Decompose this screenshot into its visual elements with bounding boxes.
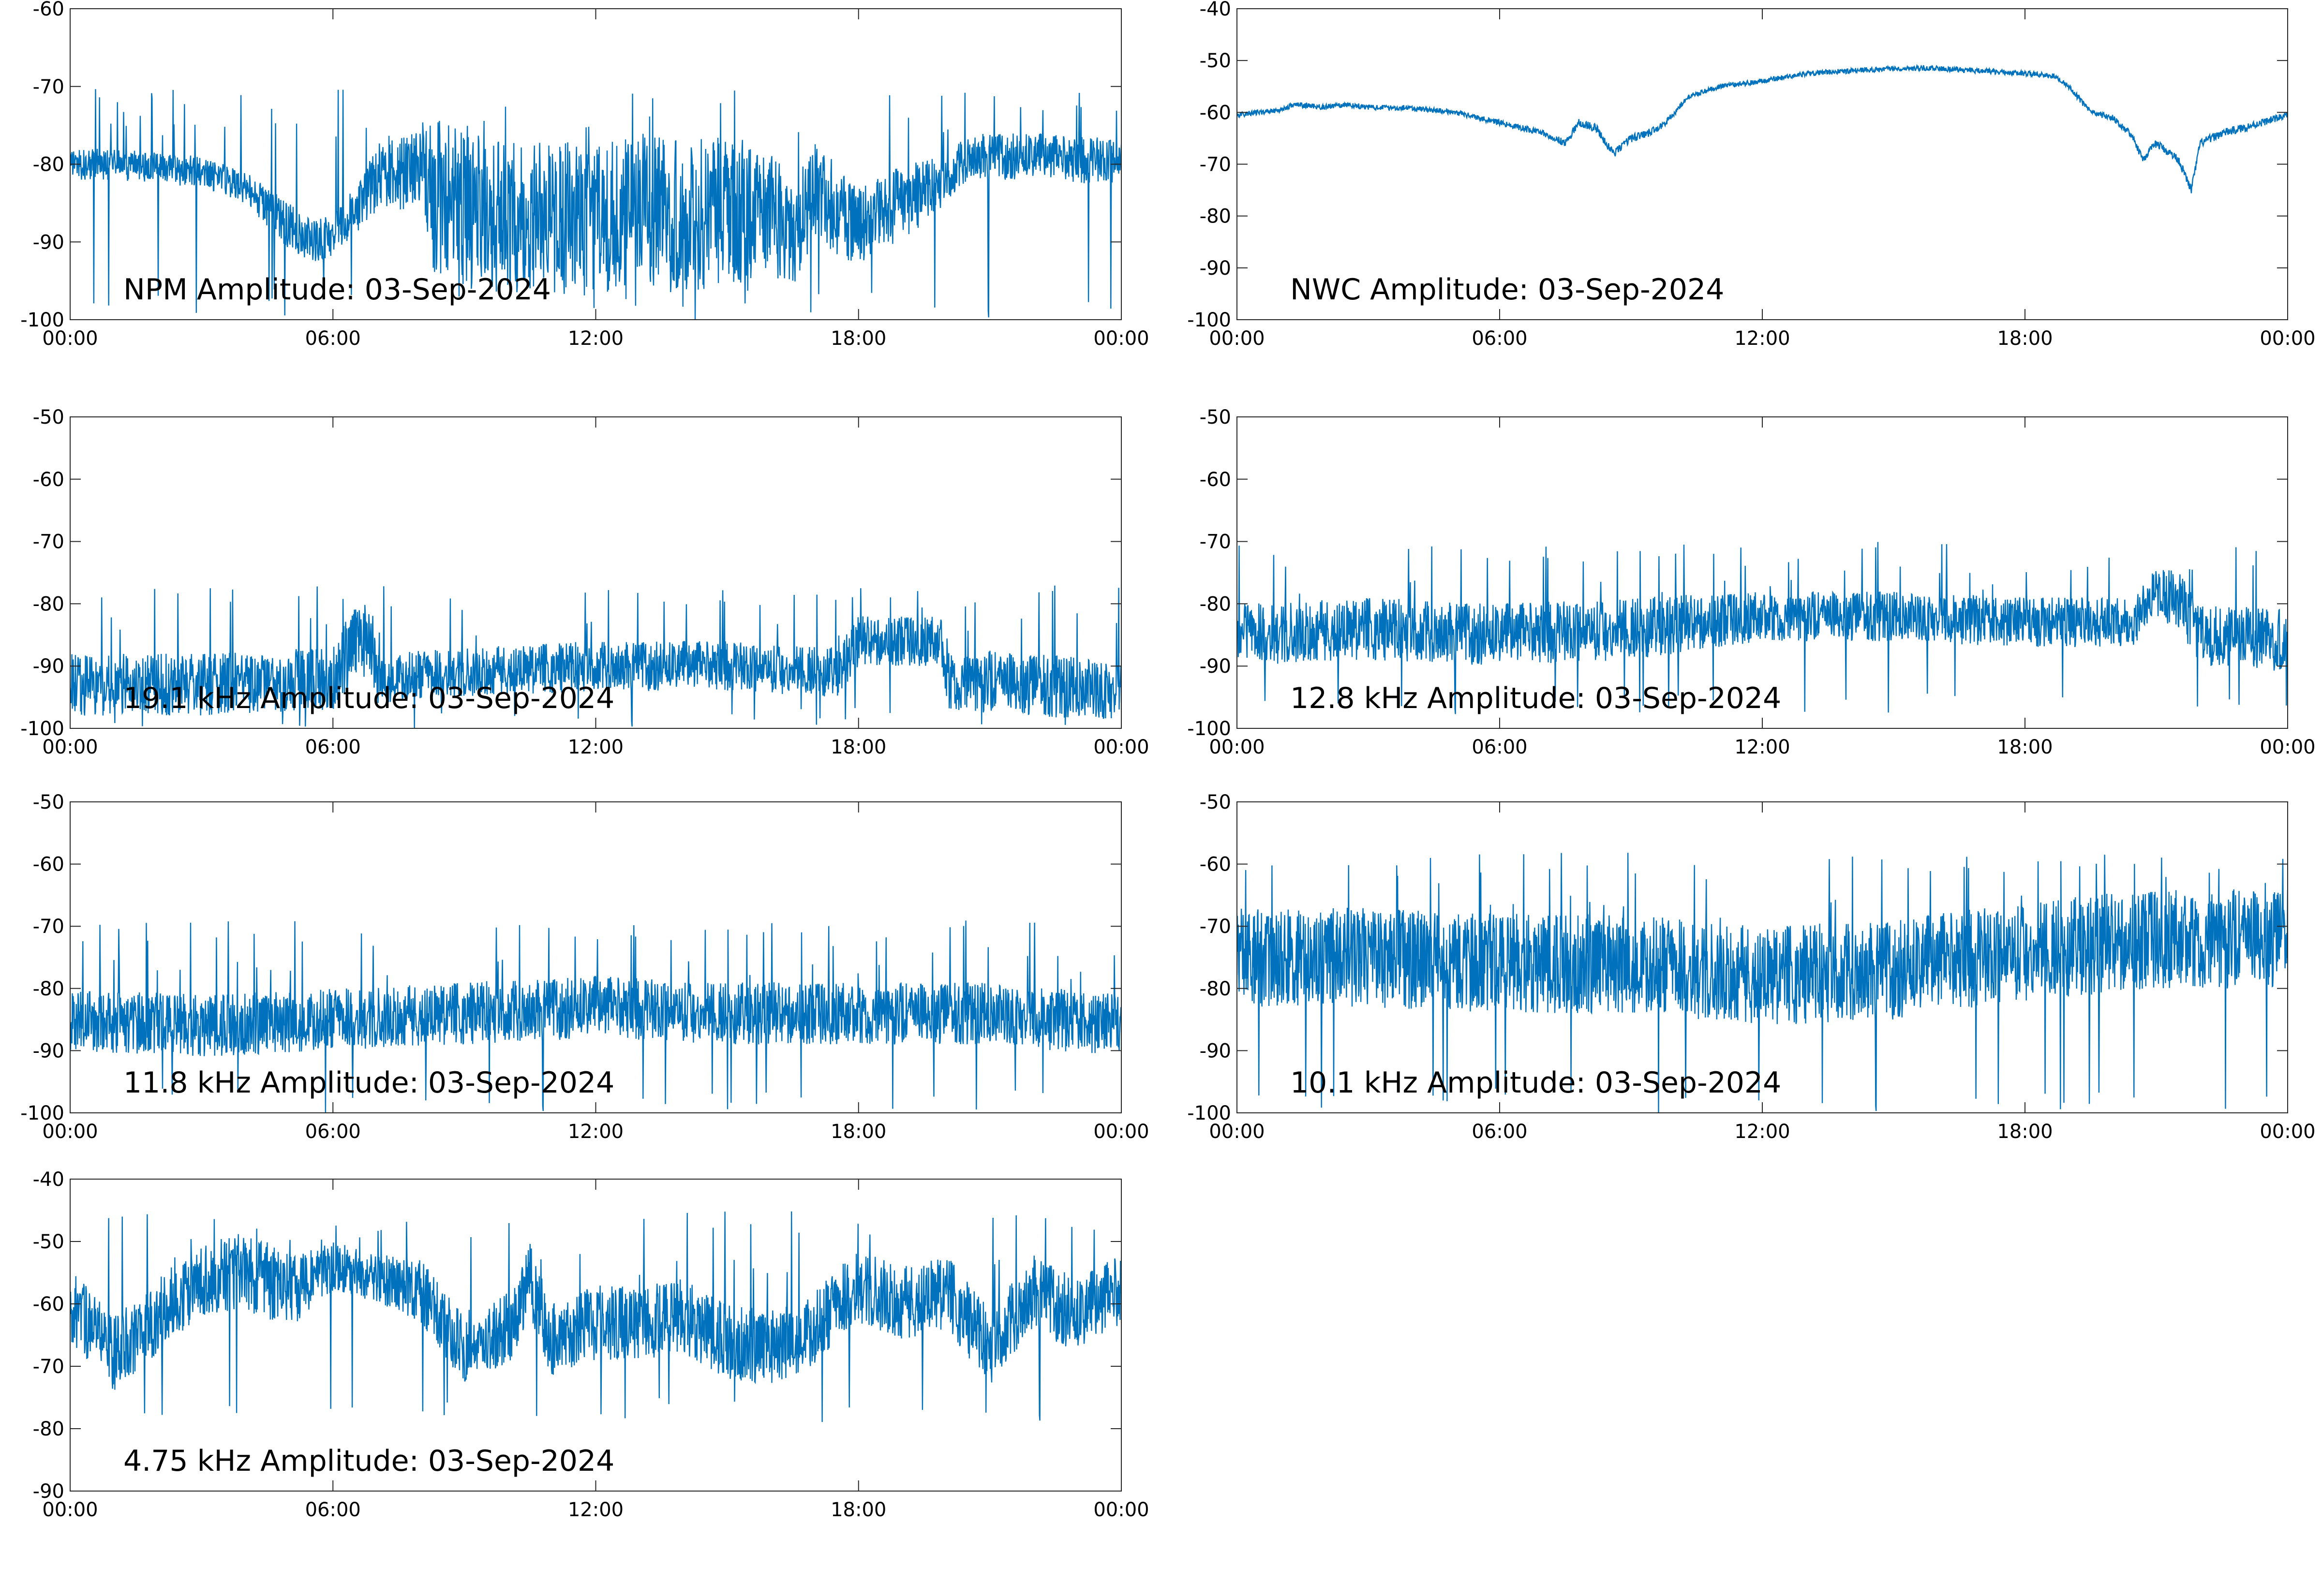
x-tick-label: 12:00 (568, 327, 624, 350)
chart-panel-7: 00:00 06:00 12:00 18:00 00:00 -40 -50 -60 -70 -80… (33, 1168, 1149, 1521)
y-tick-label: -70 (1200, 154, 1231, 176)
x-tick-label: 00:00 (1209, 736, 1265, 758)
y-tick-label: -80 (1200, 206, 1231, 228)
chart-panel-6: 00:00 06:00 12:00 18:00 00:00 -50 -60 -70 -80 -90… (1187, 791, 2315, 1143)
y-tick-label: -90 (33, 655, 64, 678)
y-tick-label: -80 (33, 978, 64, 1000)
chart-title: 12.8 kHz Amplitude: 03-Sep-2024 (1290, 681, 1781, 715)
x-tick-label: 00:00 (1093, 1121, 1149, 1143)
y-tick-label: -50 (1200, 406, 1231, 429)
x-tick-label: 00:00 (42, 327, 98, 350)
x-tick-label: 00:00 (1209, 327, 1265, 350)
x-tick-label: 18:00 (831, 1499, 886, 1521)
y-tick-label: -50 (1200, 50, 1231, 72)
y-tick-label: -70 (33, 1356, 64, 1378)
y-tick-label: -90 (1200, 655, 1231, 678)
series-line (70, 585, 1121, 728)
chart-title: 4.75 kHz Amplitude: 03-Sep-2024 (123, 1444, 614, 1478)
chart-title: 10.1 kHz Amplitude: 03-Sep-2024 (1290, 1066, 1781, 1100)
series-line (1237, 63, 2288, 193)
chart-panel-4: 00:00 06:00 12:00 18:00 00:00 -50 -60 -70 -80 -90… (1187, 406, 2315, 758)
y-tick-label: -60 (33, 0, 64, 20)
y-tick-label: -70 (1200, 531, 1231, 553)
y-tick-label: -80 (1200, 593, 1231, 615)
y-tick-label: -60 (33, 854, 64, 876)
y-tick-label: -100 (20, 1102, 64, 1124)
x-tick-label: 00:00 (42, 1499, 98, 1521)
x-tick-label: 18:00 (1997, 736, 2053, 758)
x-tick-label: 18:00 (1997, 1121, 2053, 1143)
x-tick-label: 18:00 (1997, 327, 2053, 350)
x-tick-label: 06:00 (305, 1121, 361, 1143)
y-tick-label: -90 (1200, 1040, 1231, 1062)
chart-panel-5: 00:00 06:00 12:00 18:00 00:00 -50 -60 -70 -80 -90… (20, 791, 1149, 1143)
chart-panel-3: 00:00 06:00 12:00 18:00 00:00 -50 -60 -70 -80 -90… (20, 406, 1149, 758)
x-tick-label: 06:00 (1472, 736, 1527, 758)
x-tick-label: 06:00 (305, 1499, 361, 1521)
y-tick-label: -60 (33, 469, 64, 491)
y-tick-label: -60 (1200, 854, 1231, 876)
x-tick-label: 00:00 (2260, 1121, 2315, 1143)
y-tick-label: -100 (1187, 718, 1231, 740)
x-tick-label: 18:00 (831, 736, 886, 758)
chart-title: NWC Amplitude: 03-Sep-2024 (1290, 273, 1724, 307)
y-tick-label: -70 (33, 76, 64, 98)
y-tick-label: -80 (33, 154, 64, 176)
series-line (70, 1211, 1121, 1422)
x-tick-label: 12:00 (1734, 736, 1790, 758)
y-tick-label: -100 (1187, 1102, 1231, 1124)
y-tick-label: -100 (20, 718, 64, 740)
chart-panel-2: 00:00 06:00 12:00 18:00 00:00 -40 -50 -60 -70 -80… (1187, 0, 2315, 350)
y-tick-label: -60 (33, 1293, 64, 1315)
y-tick-label: -50 (33, 791, 64, 813)
y-tick-label: -90 (1200, 257, 1231, 280)
x-tick-label: 00:00 (1093, 327, 1149, 350)
x-tick-label: 06:00 (1472, 1121, 1527, 1143)
x-tick-label: 18:00 (831, 1121, 886, 1143)
x-tick-label: 12:00 (1734, 327, 1790, 350)
y-tick-label: -80 (1200, 978, 1231, 1000)
y-tick-label: -80 (33, 593, 64, 615)
series-line (70, 89, 1121, 320)
y-tick-label: -60 (1200, 102, 1231, 124)
series-line (70, 920, 1121, 1113)
x-tick-label: 00:00 (2260, 327, 2315, 350)
y-tick-label: -90 (33, 231, 64, 253)
y-tick-label: -50 (1200, 791, 1231, 813)
x-tick-label: 12:00 (568, 736, 624, 758)
x-tick-label: 06:00 (1472, 327, 1527, 350)
chart-panel-1: 00:00 06:00 12:00 18:00 00:00 -60 -70 -80 -90 -10… (20, 0, 1149, 350)
x-tick-label: 18:00 (831, 327, 886, 350)
y-tick-label: -70 (33, 916, 64, 938)
y-tick-label: -40 (33, 1168, 64, 1191)
y-tick-label: -70 (1200, 916, 1231, 938)
y-tick-label: -90 (33, 1040, 64, 1062)
x-tick-label: 00:00 (1093, 736, 1149, 758)
y-tick-label: -90 (33, 1480, 64, 1503)
y-tick-label: -70 (33, 531, 64, 553)
y-tick-label: -40 (1200, 0, 1231, 20)
x-tick-label: 00:00 (2260, 736, 2315, 758)
y-tick-label: -60 (1200, 469, 1231, 491)
y-tick-label: -50 (33, 406, 64, 429)
x-tick-label: 12:00 (568, 1499, 624, 1521)
x-tick-label: 12:00 (1734, 1121, 1790, 1143)
x-tick-label: 06:00 (305, 736, 361, 758)
chart-title: 11.8 kHz Amplitude: 03-Sep-2024 (123, 1066, 614, 1100)
y-tick-label: -100 (1187, 309, 1231, 331)
chart-title: 19.1 kHz Amplitude: 03-Sep-2024 (123, 681, 614, 715)
y-tick-label: -100 (20, 309, 64, 331)
x-tick-label: 00:00 (42, 1121, 98, 1143)
x-tick-label: 00:00 (1093, 1499, 1149, 1521)
series-line (1237, 853, 2288, 1113)
chart-title: NPM Amplitude: 03-Sep-2024 (123, 273, 551, 307)
series-line (1237, 542, 2288, 714)
y-tick-label: -80 (33, 1418, 64, 1440)
x-tick-label: 06:00 (305, 327, 361, 350)
x-tick-label: 12:00 (568, 1121, 624, 1143)
x-tick-label: 00:00 (1209, 1121, 1265, 1143)
y-tick-label: -50 (33, 1231, 64, 1253)
x-tick-label: 00:00 (42, 736, 98, 758)
